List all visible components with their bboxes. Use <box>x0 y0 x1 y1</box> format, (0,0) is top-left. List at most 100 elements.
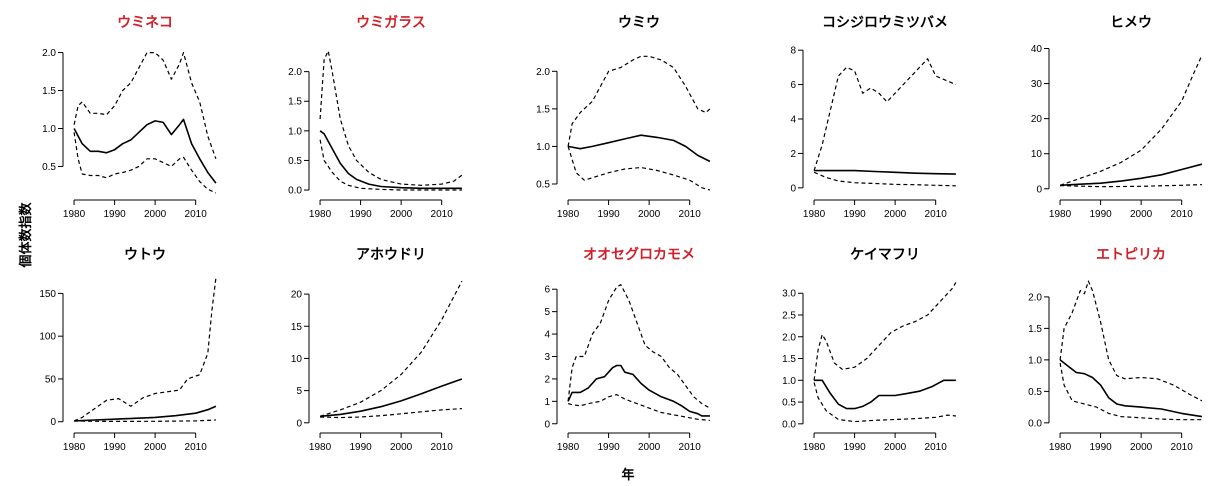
y-tick-label: 3.0 <box>782 289 796 300</box>
panel-title: ウミネコ <box>117 15 173 31</box>
y-tick-label: 150 <box>39 289 56 300</box>
x-tick-label: 2000 <box>1130 442 1153 453</box>
y-axis-title: 個体数指数 <box>18 202 34 269</box>
y-tick-label: 40 <box>1031 44 1043 55</box>
series-line-upper-bound <box>1059 280 1203 402</box>
x-tick-label: 2000 <box>144 442 167 453</box>
panel-8: オオセグロカモメ 0 1 2 3 4 5 6 1980 1990 2000 2010 <box>544 246 711 453</box>
y-tick-label: 1.5 <box>782 354 796 365</box>
x-tick-label: 2010 <box>925 442 948 453</box>
y-tick-label: 1.0 <box>536 142 550 153</box>
y-tick-label: 1.0 <box>42 124 56 135</box>
panel-5: ヒメウ 0 10 20 30 40 1980 1990 2000 2010 <box>1031 15 1203 220</box>
panel-title: ウミウ <box>618 15 660 31</box>
y-tick-label: 20 <box>291 290 303 301</box>
y-tick-label: 0 <box>1036 184 1042 195</box>
y-tick-label: 10 <box>291 354 303 365</box>
y-tick-label: 0.5 <box>288 156 302 167</box>
y-tick-label: 0 <box>296 418 302 429</box>
series-line-lower-bound <box>319 139 462 191</box>
series-line-estimate <box>320 378 463 418</box>
y-tick-label: 2.0 <box>782 332 796 343</box>
y-tick-label: 1.0 <box>1028 355 1042 366</box>
y-tick-label: 3 <box>544 352 550 363</box>
series-line-upper-bound <box>813 282 957 381</box>
x-tick-label: 1980 <box>803 442 826 453</box>
x-tick-label: 1990 <box>103 442 126 453</box>
series-line-estimate <box>73 118 217 184</box>
panel-title: コシジロウミツバメ <box>822 15 948 31</box>
series-line-upper-bound <box>1059 55 1203 186</box>
x-axis-title: 年 <box>621 467 634 483</box>
x-tick-label: 1990 <box>1089 209 1112 220</box>
y-tick-label: 100 <box>39 332 56 343</box>
x-tick-label: 2010 <box>679 209 702 220</box>
y-tick-label: 1.5 <box>1028 324 1042 335</box>
y-tick-label: 15 <box>291 322 303 333</box>
series-line-upper-bound <box>73 52 217 160</box>
panel-title: オオセグロカモメ <box>583 246 695 263</box>
panel-3: ウミウ 0.5 1.0 1.5 2.0 1980 1990 2000 2010 <box>536 15 711 220</box>
y-tick-label: 1.0 <box>782 376 796 387</box>
y-tick-label: 1.5 <box>288 97 302 108</box>
y-tick-label: 6 <box>544 285 550 296</box>
series-line-estimate <box>567 364 710 417</box>
y-tick-label: 2.5 <box>782 311 796 322</box>
x-tick-label: 2000 <box>638 442 661 453</box>
series-line-lower-bound <box>567 146 711 191</box>
series-line-upper-bound <box>319 280 463 417</box>
x-tick-label: 1990 <box>597 209 620 220</box>
y-tick-label: 20 <box>1031 114 1043 125</box>
y-tick-label: 4 <box>544 330 550 341</box>
series-line-estimate <box>74 405 217 422</box>
x-tick-label: 1980 <box>309 209 332 220</box>
x-tick-label: 2000 <box>638 209 661 220</box>
x-tick-label: 1990 <box>843 209 866 220</box>
panel-4: コシジロウミツバメ 0 2 4 6 8 1980 1990 2000 2010 <box>790 15 957 220</box>
y-tick-label: 1 <box>544 397 550 408</box>
panel-title: ウミガラス <box>356 15 426 31</box>
panel-7: アホウドリ 0 5 10 15 20 1980 1990 2000 2010 <box>291 247 463 453</box>
series-line-upper-bound <box>567 284 711 409</box>
x-tick-label: 2000 <box>884 209 907 220</box>
x-tick-label: 2010 <box>679 442 702 453</box>
y-tick-label: 0.0 <box>288 186 302 197</box>
series-line-estimate <box>814 169 956 175</box>
panel-2: ウミガラス 0.0 0.5 1.0 1.5 2.0 1980 1990 2000 2010 <box>288 15 463 220</box>
y-tick-label: 2.0 <box>288 67 302 78</box>
series-line-upper-bound <box>813 58 957 171</box>
x-tick-label: 1980 <box>1049 442 1072 453</box>
y-tick-label: 30 <box>1031 79 1043 90</box>
y-tick-label: 0.5 <box>42 162 56 173</box>
x-tick-label: 1990 <box>349 209 372 220</box>
series-line-lower-bound <box>813 382 956 423</box>
panel-1: ウミネコ 0.5 1.0 1.5 2.0 1980 1990 2000 2010 <box>42 15 217 220</box>
series-line-upper-bound <box>567 55 711 147</box>
y-tick-label: 0.5 <box>1028 387 1042 398</box>
x-tick-label: 2010 <box>185 209 208 220</box>
series-line-lower-bound <box>1060 184 1202 188</box>
x-tick-label: 1980 <box>557 442 580 453</box>
y-tick-label: 2 <box>544 374 550 385</box>
series-line-lower-bound <box>74 419 216 422</box>
x-tick-label: 1980 <box>63 442 86 453</box>
series-line-upper-bound <box>319 50 463 186</box>
x-tick-label: 2000 <box>390 442 413 453</box>
x-tick-label: 2000 <box>1130 209 1153 220</box>
y-tick-label: 1.0 <box>288 126 302 137</box>
y-tick-label: 2.0 <box>1028 292 1042 303</box>
y-tick-label: 0.5 <box>782 398 796 409</box>
y-tick-label: 5 <box>544 307 550 318</box>
x-tick-label: 1980 <box>803 209 826 220</box>
x-tick-label: 2010 <box>431 209 454 220</box>
series-line-estimate <box>1059 359 1203 418</box>
x-tick-label: 1980 <box>63 209 86 220</box>
x-tick-label: 2010 <box>431 442 454 453</box>
y-tick-label: 2.0 <box>536 67 550 78</box>
series-line-upper-bound <box>73 277 217 422</box>
panel-title: ヒメウ <box>1110 15 1152 31</box>
panel-10: エトピリカ 0.0 0.5 1.0 1.5 2.0 1980 1990 2000 2010 <box>1028 247 1203 453</box>
x-tick-label: 1990 <box>597 442 620 453</box>
panel-title: アホウドリ <box>356 247 426 263</box>
